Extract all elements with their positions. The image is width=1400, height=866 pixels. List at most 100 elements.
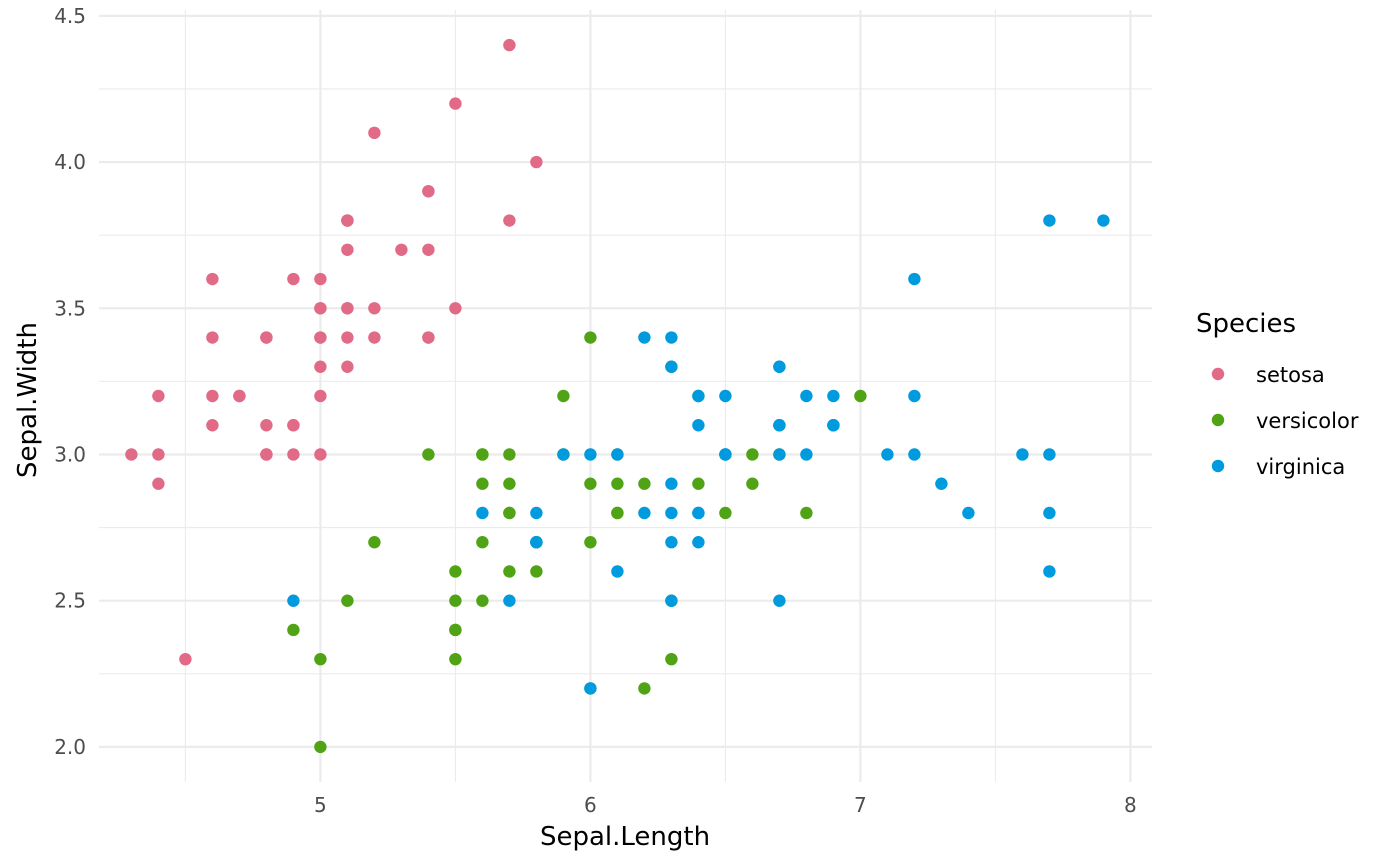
point-virginica — [800, 448, 813, 461]
point-virginica — [287, 594, 300, 607]
point-versicolor — [314, 652, 327, 666]
point-setosa — [449, 97, 462, 110]
point-versicolor — [692, 477, 705, 490]
point-setosa — [341, 360, 354, 373]
point-setosa — [152, 389, 165, 403]
y-tick-label: 3.0 — [54, 442, 86, 466]
point-versicolor — [611, 477, 624, 490]
point-versicolor — [503, 506, 516, 520]
point-virginica — [935, 477, 948, 490]
point-virginica — [1016, 448, 1029, 461]
point-virginica — [1097, 214, 1110, 227]
point-virginica — [665, 331, 678, 344]
x-tick-label: 6 — [584, 793, 597, 817]
point-setosa — [530, 155, 543, 169]
point-setosa — [368, 331, 381, 344]
point-versicolor — [314, 740, 327, 754]
point-virginica — [908, 448, 921, 461]
point-setosa — [368, 302, 381, 315]
point-versicolor — [746, 448, 759, 461]
point-setosa — [422, 243, 435, 256]
legend-label-setosa: setosa — [1256, 363, 1325, 387]
point-virginica — [638, 331, 651, 344]
point-versicolor — [476, 448, 489, 461]
point-setosa — [125, 448, 138, 461]
y-axis-title: Sepal.Width — [13, 322, 43, 478]
legend-key-setosa — [1211, 367, 1225, 381]
point-setosa — [314, 389, 327, 403]
point-virginica — [665, 506, 678, 520]
point-virginica — [773, 594, 786, 607]
point-setosa — [206, 389, 219, 403]
y-tick-label: 2.5 — [54, 589, 86, 613]
point-virginica — [827, 419, 840, 432]
legend-key-versicolor — [1211, 413, 1225, 427]
point-versicolor — [638, 682, 651, 695]
point-virginica — [503, 594, 516, 607]
point-versicolor — [476, 536, 489, 549]
point-setosa — [152, 477, 165, 490]
point-virginica — [773, 419, 786, 432]
point-setosa — [314, 331, 327, 344]
point-setosa — [368, 126, 381, 140]
point-virginica — [719, 448, 732, 461]
point-setosa — [341, 214, 354, 227]
point-versicolor — [449, 565, 462, 578]
point-versicolor — [584, 331, 597, 344]
point-versicolor — [611, 506, 624, 520]
data-points — [125, 38, 1110, 754]
point-setosa — [233, 389, 246, 403]
point-setosa — [287, 448, 300, 461]
point-versicolor — [422, 448, 435, 461]
point-setosa — [314, 302, 327, 315]
point-versicolor — [638, 477, 651, 490]
point-setosa — [314, 448, 327, 461]
point-virginica — [962, 506, 975, 520]
point-virginica — [1043, 448, 1056, 461]
legend-items: setosa versicolor virginica — [1211, 363, 1359, 479]
point-versicolor — [503, 448, 516, 461]
point-setosa — [260, 448, 273, 461]
point-virginica — [530, 506, 543, 520]
point-setosa — [341, 331, 354, 344]
point-setosa — [503, 214, 516, 227]
x-tick-label: 7 — [854, 793, 867, 817]
legend: Species setosa versicolor virginica — [1196, 309, 1359, 479]
point-setosa — [314, 360, 327, 373]
point-versicolor — [557, 389, 570, 403]
point-virginica — [665, 360, 678, 373]
point-setosa — [260, 419, 273, 432]
point-versicolor — [341, 594, 354, 607]
x-axis-title: Sepal.Length — [540, 822, 710, 852]
point-setosa — [152, 448, 165, 461]
point-versicolor — [503, 565, 516, 578]
legend-label-virginica: virginica — [1256, 455, 1345, 479]
point-setosa — [422, 331, 435, 344]
point-virginica — [800, 389, 813, 403]
point-virginica — [692, 419, 705, 432]
point-virginica — [584, 448, 597, 461]
y-tick-label: 3.5 — [54, 296, 86, 320]
point-versicolor — [368, 536, 381, 549]
point-virginica — [611, 565, 624, 578]
point-versicolor — [449, 594, 462, 607]
point-virginica — [476, 506, 489, 520]
point-setosa — [341, 302, 354, 315]
point-virginica — [557, 448, 570, 461]
point-virginica — [665, 594, 678, 607]
x-axis-tick-labels: 5 6 7 8 — [314, 793, 1137, 817]
grid-lines — [99, 10, 1152, 782]
point-setosa — [449, 302, 462, 315]
point-virginica — [611, 448, 624, 461]
point-versicolor — [800, 506, 813, 520]
point-setosa — [395, 243, 408, 256]
point-virginica — [665, 477, 678, 490]
x-tick-label: 8 — [1124, 793, 1137, 817]
point-virginica — [665, 536, 678, 549]
point-virginica — [530, 536, 543, 549]
point-versicolor — [746, 477, 759, 490]
point-virginica — [773, 448, 786, 461]
point-versicolor — [719, 506, 732, 520]
point-virginica — [584, 682, 597, 695]
